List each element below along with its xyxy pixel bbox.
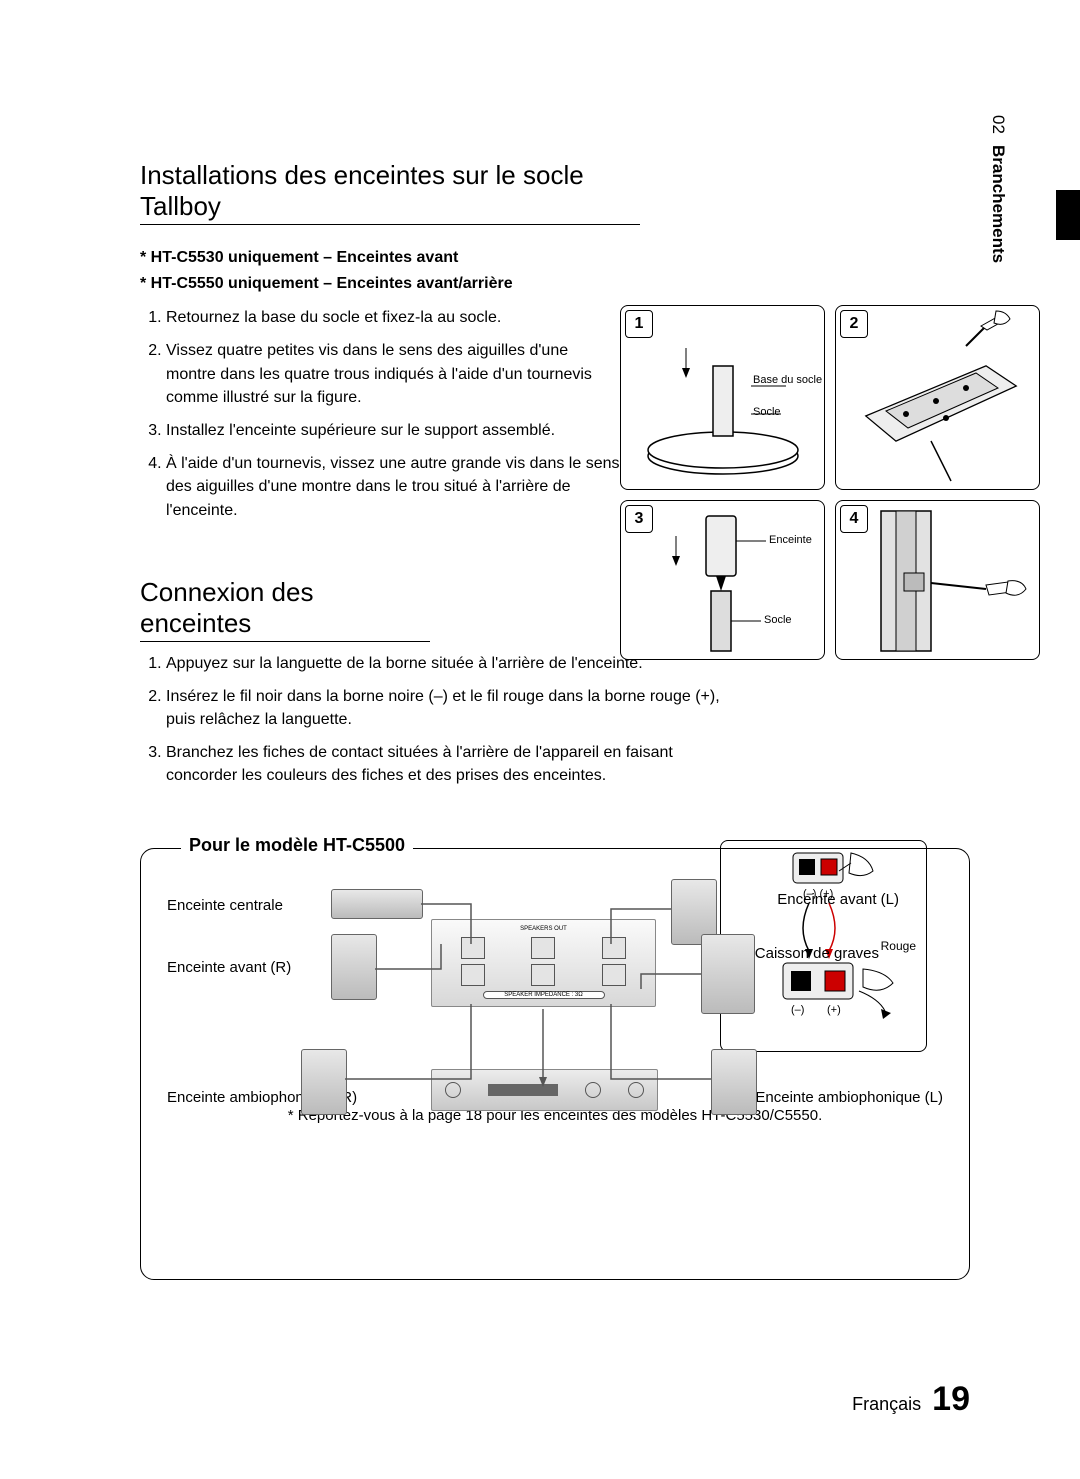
chapter-tab: 02 Branchements — [988, 115, 1008, 263]
front-panel — [431, 1069, 658, 1111]
section1-body: * HT-C5530 uniquement – Enceintes avant … — [140, 245, 620, 522]
figure-2: 2 — [835, 305, 1040, 490]
conn-step-3: Branchez les fiches de contact situées à… — [166, 741, 726, 787]
label-socle: Socle — [753, 406, 781, 418]
figure-badge-2: 2 — [840, 310, 868, 338]
label-enceinte: Enceinte — [769, 534, 812, 546]
step-2: Vissez quatre petites vis dans le sens d… — [166, 339, 620, 409]
figure-1: 1 Base du socle Socle — [620, 305, 825, 490]
conn-step-2: Insérez le fil noir dans la borne noire … — [166, 685, 726, 731]
rear-panel: SPEAKERS OUT SPEAKER IMPEDANCE : 3Ω — [431, 919, 656, 1007]
section-title-tallboy: Installations des enceintes sur le socle… — [140, 160, 640, 225]
label-surr-l: Enceinte ambiophonique (L) — [755, 1089, 943, 1106]
label-socle-2: Socle — [764, 614, 792, 626]
step-1: Retournez la base du socle et fixez-la a… — [166, 306, 620, 329]
speaker-surr-r-icon — [301, 1049, 347, 1115]
figure-badge-3: 3 — [625, 505, 653, 533]
connexion-steps: Appuyez sur la languette de la borne sit… — [140, 652, 726, 788]
speaker-surr-l-icon — [711, 1049, 757, 1115]
step-4: À l'aide d'un tournevis, vissez une autr… — [166, 452, 620, 522]
label-avant-l: Enceinte avant (L) — [777, 891, 899, 908]
page-footer: Français 19 — [852, 1380, 970, 1419]
figure-badge-1: 1 — [625, 310, 653, 338]
note-5530: * HT-C5530 uniquement – Enceintes avant — [140, 245, 620, 271]
impedance-label: SPEAKER IMPEDANCE : 3Ω — [483, 991, 605, 999]
figure-3: 3 Enceinte Socle — [620, 500, 825, 660]
label-centrale: Enceinte centrale — [167, 897, 283, 914]
figure-4: 4 — [835, 500, 1040, 660]
chapter-label: Branchements — [989, 145, 1008, 263]
chapter-number: 02 — [989, 115, 1008, 134]
speaker-center-icon — [331, 889, 423, 919]
subwoofer-icon — [701, 934, 755, 1014]
model-diagram-box: Pour le modèle HT-C5500 Enceinte central… — [140, 848, 970, 1280]
tallboy-steps: Retournez la base du socle et fixez-la a… — [140, 306, 620, 522]
model-notes: * HT-C5530 uniquement – Enceintes avant … — [140, 245, 620, 296]
step-3: Installez l'enceinte supérieure sur le s… — [166, 419, 620, 442]
speaker-front-r-icon — [331, 934, 377, 1000]
manual-page: 02 Branchements Installations des encein… — [0, 0, 1080, 1479]
figure-badge-4: 4 — [840, 505, 868, 533]
amplifier-unit: SPEAKERS OUT SPEAKER IMPEDANCE : 3Ω — [431, 919, 656, 1149]
label-base: Base du socle — [753, 374, 822, 386]
footer-page-number: 19 — [932, 1380, 970, 1418]
section-title-connexion: Connexion des enceintes — [140, 577, 430, 642]
panel-out-label: SPEAKERS OUT — [438, 926, 649, 932]
label-caisson: Caisson de graves — [755, 944, 879, 964]
label-avant-r: Enceinte avant (R) — [167, 959, 291, 976]
note-5550: * HT-C5550 uniquement – Enceintes avant/… — [140, 271, 620, 297]
model-box-title: Pour le modèle HT-C5500 — [181, 835, 413, 856]
footer-lang: Français — [852, 1394, 921, 1414]
thumb-index-bar — [1056, 190, 1080, 240]
